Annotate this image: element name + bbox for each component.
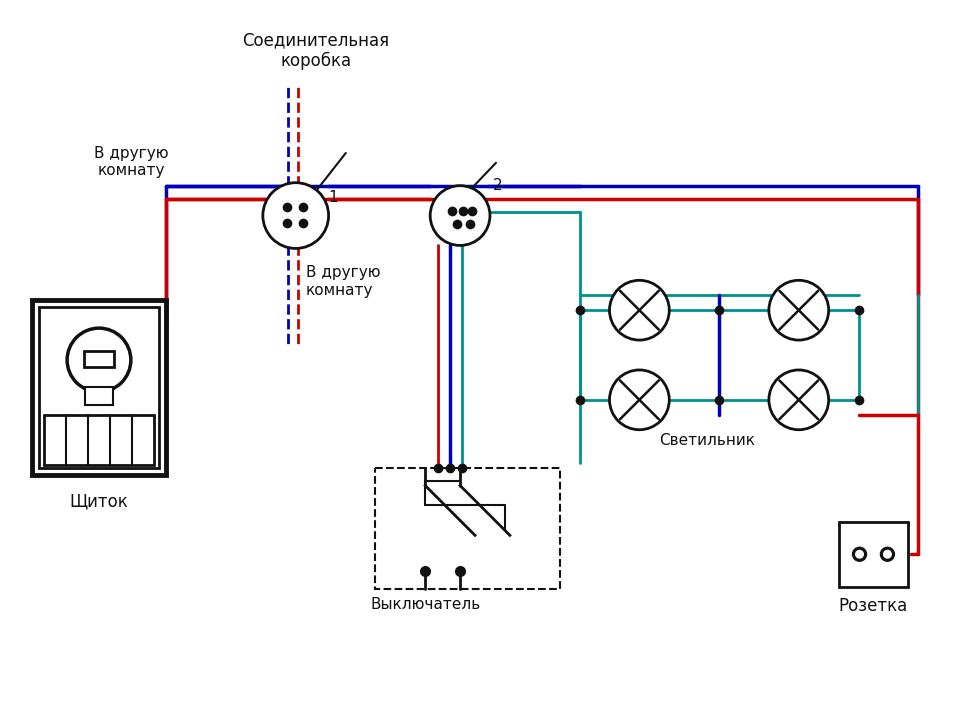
Circle shape <box>769 280 828 340</box>
Bar <box>839 522 908 587</box>
Text: В другую
комнату: В другую комнату <box>94 146 169 179</box>
Circle shape <box>263 183 328 248</box>
Circle shape <box>610 370 669 430</box>
Circle shape <box>852 547 867 561</box>
Text: 2: 2 <box>493 178 503 193</box>
Bar <box>375 467 560 589</box>
Circle shape <box>855 550 864 559</box>
Text: Светильник: Светильник <box>660 433 756 448</box>
Bar <box>85 387 113 405</box>
Bar <box>44 415 155 464</box>
Circle shape <box>67 328 131 392</box>
Text: Выключатель: Выключатель <box>371 597 481 612</box>
Circle shape <box>430 186 490 246</box>
Text: В другую
комнату: В другую комнату <box>305 266 380 298</box>
Text: Щиток: Щиток <box>70 492 129 510</box>
Circle shape <box>769 370 828 430</box>
Text: Розетка: Розетка <box>839 597 908 615</box>
Circle shape <box>880 547 895 561</box>
Text: Соединительная
коробка: Соединительная коробка <box>242 31 389 71</box>
Bar <box>38 307 159 467</box>
Circle shape <box>610 280 669 340</box>
Bar <box>84 351 114 367</box>
Text: 1: 1 <box>328 190 338 205</box>
Circle shape <box>883 550 892 559</box>
Bar <box>32 300 166 474</box>
